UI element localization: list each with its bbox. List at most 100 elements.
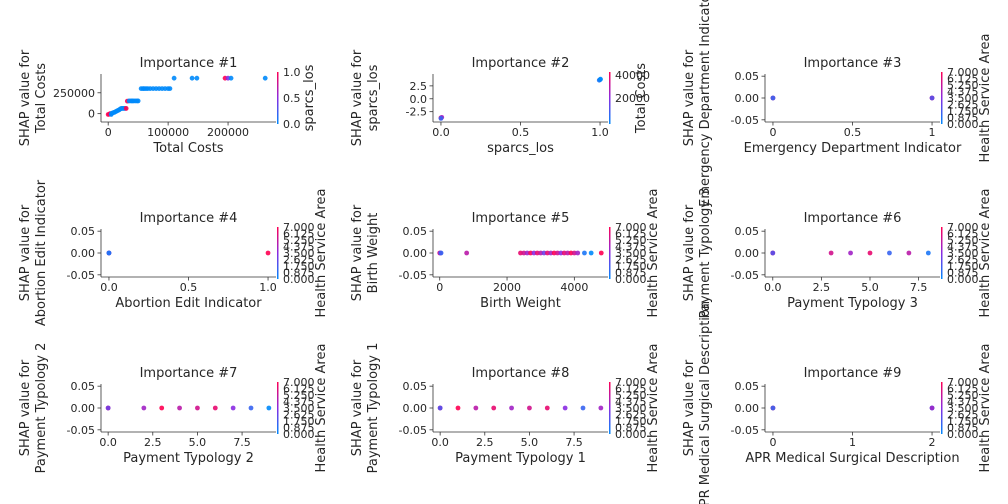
chart-title: Importance #8 <box>472 366 570 381</box>
subplot-2: Importance #20.0 0.5 1.02.50.0-2.5sparcs_l… <box>350 49 650 156</box>
colorbar-label: Total Costs <box>634 63 649 134</box>
y-tick-label: 0.00 <box>735 92 760 105</box>
colorbar-tick-label: 6.125 <box>615 228 647 241</box>
x-axis-label: Payment Typology 2 <box>123 451 254 466</box>
y-axis-label: SHAP value for <box>682 359 697 456</box>
y-axis-label: SHAP value for <box>682 204 697 301</box>
colorbar-tick-label: 2.625 <box>947 99 979 112</box>
colorbar-tick-label: 3.500 <box>283 247 315 260</box>
data-point <box>189 75 195 81</box>
y-tick-label: 0.00 <box>71 247 96 260</box>
x-axis-label: Abortion Edit Indicator <box>115 296 262 311</box>
colorbar-tick-label: 3.500 <box>947 92 979 105</box>
colorbar-tick-label: 1.750 <box>947 105 979 118</box>
colorbar-tick-label: 0.875 <box>947 112 979 125</box>
x-axis-label: sparcs_los <box>487 141 554 156</box>
data-point <box>473 405 479 411</box>
y-axis-label: Emergency Department Indicator <box>698 0 713 207</box>
colorbar-tick-label: 4.375 <box>947 241 979 254</box>
data-point <box>568 250 574 256</box>
x-tick-label: 2.5 <box>813 281 831 294</box>
colorbar-tick-label: 1.750 <box>615 260 647 273</box>
y-axis-label: SHAP value for <box>350 49 365 146</box>
y-axis-label: SHAP value for <box>682 49 697 146</box>
data-point <box>455 405 461 411</box>
colorbar-tick-label: 3.500 <box>615 402 647 415</box>
colorbar-tick-label: 0.000 <box>947 428 979 441</box>
chart-title: Importance #3 <box>804 56 902 71</box>
data-point <box>925 250 931 256</box>
chart-title: Importance #2 <box>472 56 570 71</box>
colorbar <box>277 227 279 279</box>
data-point <box>159 405 165 411</box>
y-tick-label: -0.05 <box>399 424 427 437</box>
colorbar-tick-label: 0.875 <box>947 422 979 435</box>
colorbar-tick-label: 3.500 <box>615 247 647 260</box>
x-tick-label: 0.0 <box>432 126 450 139</box>
subplot-7: Importance #7 0.0 2.5 5.0 7.5 0.05 0.00 -0.05 Pa… <box>18 343 329 474</box>
x-tick-label: 0 <box>769 436 776 449</box>
data-point <box>575 250 581 256</box>
data-point <box>262 75 268 81</box>
data-point <box>598 250 604 256</box>
colorbar-tick-label: 0.000 <box>615 273 647 286</box>
colorbar-tick-label: 1.750 <box>947 415 979 428</box>
chart-title: Importance #1 <box>140 56 238 71</box>
y-tick-label: 0 <box>88 108 95 121</box>
subplot-4: Importance #4 0.0 0.5 1.0 0.05 0.00 -0.05 Abort… <box>18 179 329 326</box>
colorbar-tick-label: 4.375 <box>283 241 315 254</box>
data-point <box>770 95 776 101</box>
y-axis-label: SHAP value for <box>18 49 33 146</box>
data-point <box>561 250 567 256</box>
x-axis-label: Payment Typology 3 <box>787 296 918 311</box>
y-axis-label: SHAP value for <box>350 359 365 456</box>
colorbar-tick-label: 0.0 <box>283 118 301 131</box>
x-tick-label: 0.5 <box>844 126 862 139</box>
colorbar-tick-label: 5.250 <box>283 389 315 402</box>
x-tick-label: 2000 <box>493 281 521 294</box>
colorbar-tick-label: 20000 <box>615 92 650 105</box>
x-axis-label: Birth Weight <box>480 296 561 311</box>
data-point <box>770 250 776 256</box>
chart-title: Importance #6 <box>804 211 902 226</box>
y-tick-label: 0.05 <box>735 225 760 238</box>
colorbar-label: Health Service Area <box>978 189 993 318</box>
colorbar-tick-label: 5.250 <box>947 79 979 92</box>
x-tick-label: 5.0 <box>189 436 207 449</box>
y-tick-label: 0.00 <box>735 247 760 260</box>
data-point <box>588 250 594 256</box>
colorbar-tick-label: 7.000 <box>283 376 315 389</box>
colorbar-tick-label: 2.625 <box>283 409 315 422</box>
x-tick-label: 0 <box>105 126 112 139</box>
y-tick-label: -0.05 <box>67 269 95 282</box>
x-tick-label: 7.5 <box>910 281 928 294</box>
data-point <box>509 405 514 411</box>
colorbar-tick-label: 40000 <box>615 69 650 82</box>
subplot-8: Importance #8 0.0 2.5 5.0 7.5 0.05 0.00 -0.05 Pa… <box>350 343 661 474</box>
colorbar-label: sparcs_los <box>302 64 317 131</box>
x-tick-label: 0.0 <box>99 436 117 449</box>
data-point <box>464 250 470 256</box>
data-point <box>527 405 532 411</box>
x-tick-label: 1 <box>929 126 936 139</box>
colorbar-tick-label: 6.125 <box>947 73 979 86</box>
data-point <box>491 405 497 411</box>
x-tick-label: 4000 <box>560 281 588 294</box>
colorbar-tick-label: 0.5 <box>283 92 301 105</box>
subplot-1: Importance #1 0 100000 200000 0 250000 Total C… <box>18 49 317 156</box>
colorbar-tick-label: 5.250 <box>947 389 979 402</box>
colorbar <box>941 382 943 434</box>
x-tick-label: 2 <box>929 436 936 449</box>
data-point <box>534 250 540 256</box>
y-axis-label: SHAP value for <box>350 204 365 301</box>
data-point <box>437 405 443 411</box>
data-point <box>438 250 444 256</box>
data-point <box>929 95 935 101</box>
data-point <box>135 98 141 104</box>
data-point <box>531 250 537 256</box>
y-axis-label: Payment Typology 2 <box>34 343 49 474</box>
y-tick-label: -0.05 <box>731 424 759 437</box>
colorbar-tick-label: 1.750 <box>283 260 315 273</box>
data-point <box>106 250 112 256</box>
subplot-3: Importance #3 0 0.5 1 0.05 0.00 -0.05 Emergency… <box>682 0 993 207</box>
